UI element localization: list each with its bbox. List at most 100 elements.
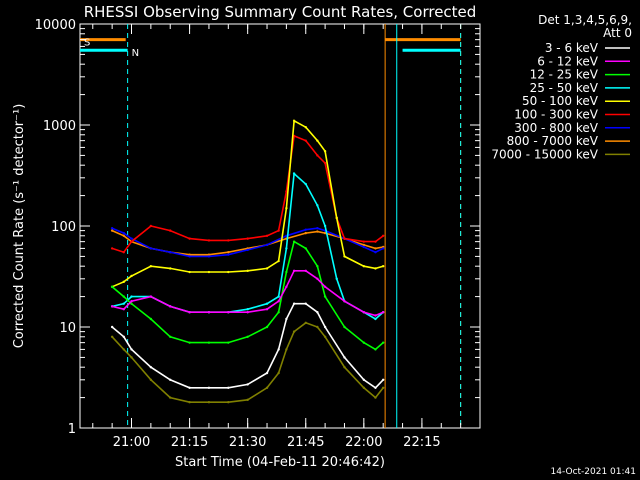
flag-label: N <box>132 48 139 59</box>
data-point <box>335 277 338 281</box>
data-point <box>304 269 307 273</box>
data-point <box>304 228 307 231</box>
data-point <box>374 251 377 254</box>
data-point <box>362 386 366 390</box>
legend-label: 25 - 50 keV <box>530 81 599 95</box>
data-point <box>110 285 114 289</box>
data-point <box>207 311 211 314</box>
data-point <box>207 239 211 242</box>
data-point <box>130 295 133 298</box>
y-tick-label: 10 <box>59 321 76 336</box>
data-point <box>374 348 377 351</box>
data-point <box>122 295 125 298</box>
series-line <box>111 240 384 351</box>
x-axis-label: Start Time (04-Feb-11 20:46:42) <box>175 455 385 470</box>
data-point <box>130 300 133 303</box>
x-tick-label: 21:45 <box>287 435 324 450</box>
data-point <box>188 341 191 344</box>
data-point <box>188 311 191 314</box>
data-point <box>149 378 153 382</box>
data-point <box>265 267 269 270</box>
legend-label: 7000 - 15000 keV <box>491 147 598 161</box>
y-tick-label: 1 <box>68 422 76 437</box>
data-point <box>362 245 366 249</box>
data-point <box>362 378 366 382</box>
legend-label: 6 - 12 keV <box>537 54 599 68</box>
data-point <box>227 251 230 254</box>
data-point <box>304 321 307 325</box>
data-point <box>362 264 366 268</box>
x-axis: 21:00 21:15 21:30 21:45 22:00 22:15 <box>92 24 462 450</box>
legend-label: 300 - 800 keV <box>514 121 598 135</box>
data-point <box>277 295 280 298</box>
data-point <box>374 314 377 317</box>
data-point <box>149 295 153 298</box>
data-point <box>304 139 307 142</box>
data-point <box>277 311 280 314</box>
data-point <box>130 237 133 240</box>
series-line <box>111 321 384 404</box>
series-lines <box>110 119 385 404</box>
data-point <box>265 243 269 247</box>
data-point <box>246 398 249 402</box>
data-point <box>381 378 385 382</box>
y-tick-label: 1000 <box>43 119 76 134</box>
data-point <box>149 247 153 250</box>
data-point <box>374 386 377 390</box>
data-point <box>277 348 280 351</box>
data-point <box>149 365 153 369</box>
data-point <box>316 139 319 142</box>
data-point <box>316 227 319 230</box>
data-point <box>362 311 366 314</box>
data-point <box>246 269 249 273</box>
data-point <box>207 255 211 258</box>
data-point <box>323 231 327 235</box>
data-point <box>227 270 230 274</box>
series-line <box>111 134 384 254</box>
data-point <box>169 229 172 232</box>
data-point <box>304 126 307 129</box>
data-point <box>381 264 385 268</box>
chart-title: RHESSI Observing Summary Count Rates, Co… <box>84 3 477 21</box>
data-point <box>169 396 172 399</box>
data-point <box>304 231 307 235</box>
data-point <box>188 401 191 404</box>
data-point <box>362 341 366 344</box>
data-point <box>110 305 114 308</box>
data-point <box>188 237 191 240</box>
y-axis: 1 10 100 1000 10000 <box>35 18 480 437</box>
data-point <box>122 234 125 237</box>
x-tick-label: 22:15 <box>403 435 440 450</box>
data-point <box>246 308 249 311</box>
data-point <box>362 243 366 247</box>
x-tick-label: 21:00 <box>113 435 150 450</box>
data-point <box>188 255 191 258</box>
data-point <box>169 378 172 382</box>
data-point <box>362 240 366 243</box>
data-point <box>316 311 319 314</box>
data-point <box>304 302 307 305</box>
data-point <box>246 383 249 386</box>
data-point <box>149 317 153 321</box>
data-point <box>323 161 327 165</box>
data-point <box>323 325 327 329</box>
data-point <box>381 341 385 344</box>
data-point <box>381 311 385 314</box>
data-point <box>323 295 327 298</box>
data-point <box>110 335 114 338</box>
data-point <box>292 119 296 123</box>
data-point <box>316 230 319 233</box>
data-point <box>323 150 327 153</box>
data-point <box>285 317 288 321</box>
legend-label: 800 - 7000 keV <box>507 134 599 148</box>
data-point <box>343 356 346 359</box>
x-tick-label: 22:00 <box>345 435 382 450</box>
data-point <box>110 247 114 250</box>
data-point <box>343 237 346 240</box>
data-point <box>381 386 385 390</box>
data-point <box>227 401 230 404</box>
data-point <box>343 365 346 369</box>
data-point <box>130 240 133 243</box>
data-point <box>122 308 125 311</box>
y-tick-label: 10000 <box>35 18 76 33</box>
